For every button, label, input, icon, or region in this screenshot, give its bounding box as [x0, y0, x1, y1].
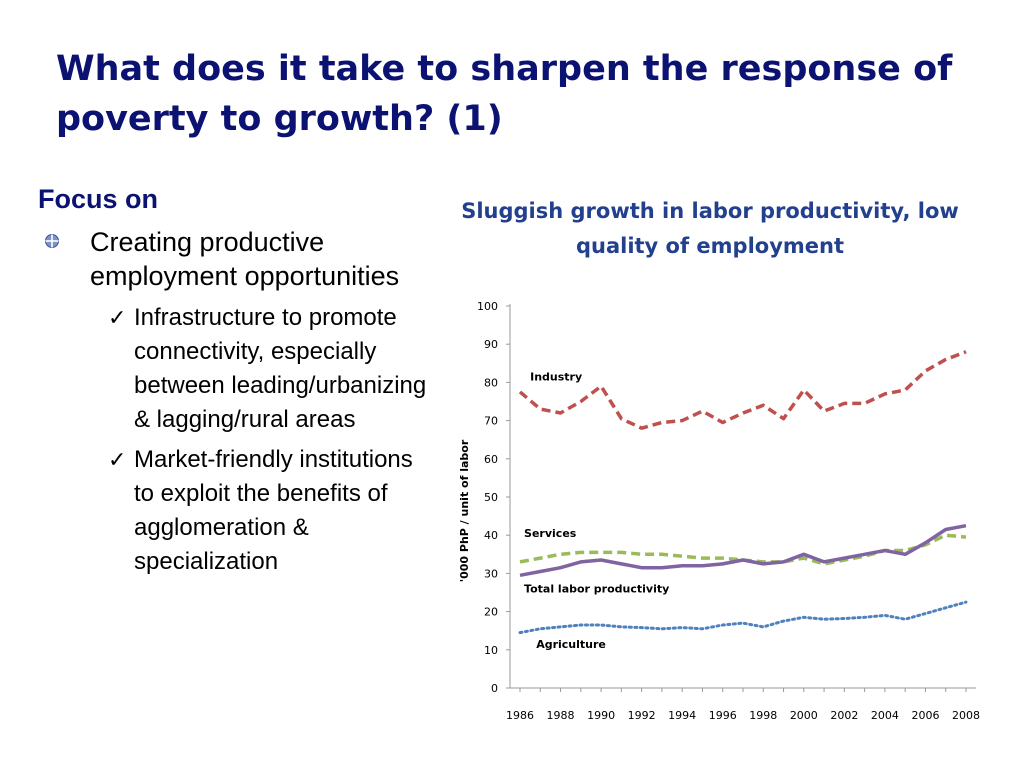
x-tick-label: 1996: [709, 709, 737, 722]
sub-bullet-text: Market-friendly institutions to exploit …: [134, 446, 413, 575]
y-axis-label: '000 PhP / unit of labor: [458, 439, 471, 582]
sub-bullet-item: ✓ Infrastructure to promote connectivity…: [38, 301, 438, 437]
y-tick-label: 80: [484, 376, 498, 389]
series-line: [518, 350, 967, 430]
sub-bullet-text: Infrastructure to promote connectivity, …: [134, 304, 427, 433]
series-line: [519, 523, 967, 578]
series-label: Industry: [530, 370, 582, 383]
x-tick-label: 1988: [547, 709, 575, 722]
sub-bullet-item: ✓ Market-friendly institutions to exploi…: [38, 443, 438, 579]
x-tick-label: 2002: [830, 709, 858, 722]
y-tick-label: 30: [484, 567, 498, 580]
y-tick-label: 90: [484, 338, 498, 351]
bullet-text: Creating productive employment opportuni…: [90, 227, 400, 291]
y-tick-label: 60: [484, 453, 498, 466]
y-tick-label: 70: [484, 415, 498, 428]
x-tick-label: 1990: [587, 709, 615, 722]
series-label: Total labor productivity: [524, 583, 669, 596]
series-label: Services: [524, 527, 577, 540]
x-tick-label: 2006: [911, 709, 939, 722]
check-icon: ✓: [108, 305, 127, 330]
y-tick-label: 40: [484, 529, 498, 542]
check-icon: ✓: [108, 447, 127, 472]
bullet-item: Creating productive employment opportuni…: [38, 225, 438, 293]
bullet-icon: [45, 234, 59, 248]
series-line: [518, 600, 968, 635]
y-tick-label: 50: [484, 491, 498, 504]
x-tick-label: 1998: [749, 709, 777, 722]
x-tick-label: 2000: [790, 709, 818, 722]
x-tick-label: 1994: [668, 709, 696, 722]
focus-heading: Focus on: [38, 184, 158, 214]
series-label: Agriculture: [536, 638, 606, 651]
slide-title: What does it take to sharpen the respons…: [56, 49, 953, 139]
y-tick-label: 10: [484, 644, 498, 657]
x-tick-label: 2008: [952, 709, 980, 722]
y-tick-label: 100: [477, 300, 498, 313]
y-tick-label: 20: [484, 606, 498, 619]
y-tick-label: 0: [491, 682, 498, 695]
chart-title: Sluggish growth in labor productivity, l…: [461, 199, 959, 258]
bullet-list: Focus on Creating productive employment …: [38, 184, 438, 585]
x-tick-label: 1986: [506, 709, 534, 722]
line-chart: 0 10 20 30 40 50 60 70 80 90 100 1986 1988 1990 1992 19…: [458, 300, 980, 722]
x-tick-label: 1992: [628, 709, 656, 722]
x-tick-label: 2004: [871, 709, 899, 722]
